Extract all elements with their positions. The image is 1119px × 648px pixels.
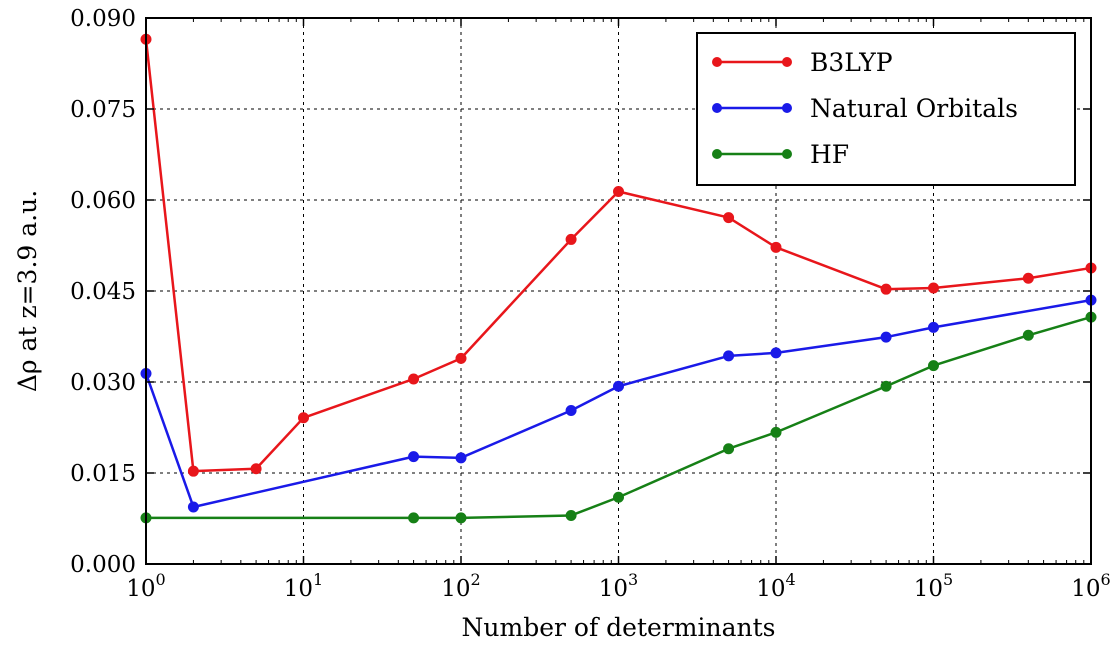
data-point xyxy=(250,463,262,475)
x-tick-label-exponent: 6 xyxy=(1101,570,1111,589)
y-tick-label: 0.060 xyxy=(70,188,136,214)
data-point xyxy=(565,509,577,521)
x-tick-label-exponent: 5 xyxy=(943,570,953,589)
y-tick-label: 0.000 xyxy=(70,552,136,578)
x-tick-label-base: 10 xyxy=(1071,576,1100,602)
x-tick-label-base: 10 xyxy=(756,576,785,602)
data-point xyxy=(723,350,735,362)
data-point xyxy=(187,465,199,477)
legend-marker xyxy=(782,103,792,113)
data-point xyxy=(565,233,577,245)
x-tick-label: 101 xyxy=(284,570,323,602)
x-tick-label: 104 xyxy=(756,570,795,602)
legend-marker xyxy=(712,149,722,159)
x-tick-label-base: 10 xyxy=(914,576,943,602)
y-tick-label: 0.090 xyxy=(70,6,136,32)
data-point xyxy=(455,512,467,524)
x-tick-label: 100 xyxy=(126,570,165,602)
data-point xyxy=(880,283,892,295)
legend-label: B3LYP xyxy=(810,48,893,77)
data-point xyxy=(613,186,624,198)
x-tick-label-base: 10 xyxy=(284,576,313,602)
data-point xyxy=(187,501,199,513)
y-tick-label: 0.075 xyxy=(70,97,136,123)
legend-marker xyxy=(712,103,722,113)
data-point xyxy=(1022,272,1034,284)
data-point xyxy=(770,241,782,253)
data-point xyxy=(770,347,782,359)
legend-marker xyxy=(782,57,792,67)
data-point xyxy=(770,426,782,438)
legend-item: HF xyxy=(712,140,849,169)
y-tick-label: 0.030 xyxy=(70,370,136,396)
legend-item: Natural Orbitals xyxy=(712,94,1018,123)
legend-label: Natural Orbitals xyxy=(810,94,1018,123)
x-axis-title: Number of determinants xyxy=(462,613,776,642)
series-2 xyxy=(140,311,1097,524)
data-point xyxy=(613,380,624,392)
legend: B3LYP Natural Orbitals HF xyxy=(696,32,1076,186)
data-point xyxy=(1022,329,1034,341)
x-tick-label-exponent: 1 xyxy=(313,570,323,589)
legend-label: HF xyxy=(810,140,849,169)
legend-marker xyxy=(712,57,722,67)
tick-layer: 100 101 102 103 104 105 1060.0000.0150.0300.04… xyxy=(70,6,1111,602)
x-tick-label: 103 xyxy=(599,570,638,602)
legend-item: B3LYP xyxy=(712,48,893,77)
y-tick-label: 0.015 xyxy=(70,461,136,487)
data-point xyxy=(298,412,309,424)
x-tick-label-exponent: 4 xyxy=(786,570,796,589)
x-tick-label-base: 10 xyxy=(126,576,155,602)
data-point xyxy=(455,452,467,464)
data-point xyxy=(723,443,735,455)
data-point xyxy=(408,373,420,385)
data-point xyxy=(928,282,939,294)
data-point xyxy=(455,352,467,364)
data-point xyxy=(928,321,939,333)
x-tick-label: 105 xyxy=(914,570,953,602)
y-tick-label: 0.045 xyxy=(70,279,136,305)
data-point xyxy=(408,512,420,524)
data-point xyxy=(565,405,577,417)
x-tick-label-base: 10 xyxy=(441,576,470,602)
data-point xyxy=(880,331,892,343)
x-tick-label-exponent: 2 xyxy=(471,570,481,589)
series-line xyxy=(144,39,1092,473)
x-tick-label-base: 10 xyxy=(599,576,628,602)
y-axis-title: Δρ at z=3.9 a.u. xyxy=(13,190,42,392)
series-layer xyxy=(140,33,1097,524)
data-point xyxy=(723,212,735,224)
x-tick-label-exponent: 3 xyxy=(628,570,638,589)
x-tick-label: 102 xyxy=(441,570,480,602)
legend-marker xyxy=(782,149,792,159)
data-point xyxy=(928,360,939,372)
series-0 xyxy=(140,33,1097,477)
data-point xyxy=(408,451,420,463)
x-tick-label-exponent: 0 xyxy=(156,570,166,589)
data-point xyxy=(613,491,624,503)
data-point xyxy=(880,380,892,392)
x-tick-label: 106 xyxy=(1071,570,1110,602)
